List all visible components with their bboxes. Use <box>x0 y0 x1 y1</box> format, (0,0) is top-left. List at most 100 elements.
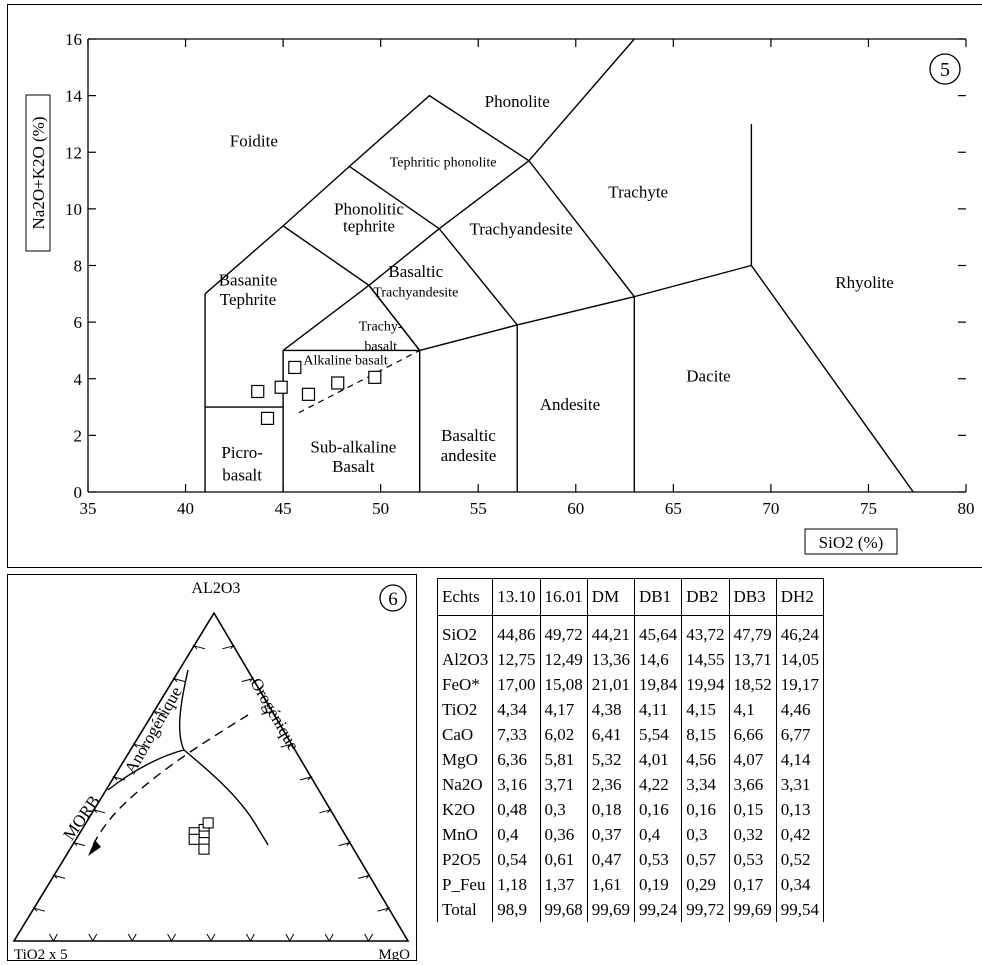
x-tick-label: 80 <box>958 499 975 518</box>
y-tick-label: 16 <box>65 30 82 49</box>
value-cell: 4,56 <box>681 747 730 772</box>
value-cell: 12,49 <box>539 647 588 672</box>
ternary-tick <box>88 933 98 943</box>
value-cell: 99,69 <box>586 897 636 922</box>
column-header: 13.10 <box>492 578 541 616</box>
value-cell: 49,72 <box>539 615 588 647</box>
ternary-tick <box>299 776 313 781</box>
y-tick-label: 2 <box>74 426 83 445</box>
sample-point <box>274 380 288 394</box>
ternary-tick <box>112 776 126 781</box>
oxide-name-cell: P_Feu <box>436 872 494 897</box>
anorogenic-label: Anorogénique <box>121 683 186 777</box>
ternary-diagram: Anorogénique Orogénique MORB AL2O3 TiO2 … <box>12 580 410 963</box>
value-cell: 0,54 <box>492 847 541 872</box>
x-tick-label: 45 <box>275 499 292 518</box>
value-cell: 0,32 <box>728 822 777 847</box>
table-row: Na2O 3,16 3,71 2,36 4,22 3,34 3,66 3,31 <box>436 772 825 797</box>
field-label: basalt <box>364 339 397 354</box>
tas-diagram-panel: 35 40 45 50 55 60 65 70 75 80 0 2 4 6 8 10 12 14 16 Phonol… <box>7 4 982 568</box>
value-cell: 0,48 <box>492 797 541 822</box>
y-axis-label: Na2O+K2O (%) <box>29 117 48 230</box>
field-boundary <box>368 284 421 351</box>
sample-point <box>198 843 210 855</box>
x-tick-label: 75 <box>860 499 877 518</box>
sample-point <box>301 387 316 401</box>
value-cell: 14,55 <box>681 647 730 672</box>
oxide-name-cell: Al2O3 <box>436 647 494 672</box>
ternary-tick <box>48 933 58 943</box>
field-boundary <box>349 165 440 230</box>
x-tick-label: 50 <box>372 499 389 518</box>
value-cell: 4,1 <box>728 697 777 722</box>
value-cell: 0,18 <box>586 797 636 822</box>
y-axis-label-group: Na2O+K2O (%) <box>25 94 51 252</box>
value-cell: 0,37 <box>586 822 636 847</box>
ternary-tick <box>172 677 186 683</box>
mgo-vertex-label: MgO <box>378 947 410 960</box>
orogenic-boundary-line <box>178 669 269 846</box>
y-tick-label: 12 <box>65 143 82 162</box>
table-row: Total 98,9 99,68 99,69 99,24 99,72 99,69 99,54 <box>436 897 825 922</box>
column-header: DH2 <box>775 578 825 616</box>
value-cell: 4,46 <box>775 697 825 722</box>
value-cell: 3,66 <box>728 772 777 797</box>
ternary-tick <box>32 907 46 912</box>
table-row: K2O 0,48 0,3 0,18 0,16 0,16 0,15 0,13 <box>436 797 825 822</box>
ternary-tick <box>127 933 137 943</box>
value-cell: 0,61 <box>539 847 588 872</box>
value-cell: 5,54 <box>634 722 683 747</box>
oxide-name-cell: FeO* <box>436 672 494 697</box>
value-cell: 4,11 <box>634 697 683 722</box>
value-cell: 99,54 <box>775 897 825 922</box>
value-cell: 6,02 <box>539 722 588 747</box>
value-cell: 1,18 <box>492 872 541 897</box>
value-cell: 0,19 <box>634 872 683 897</box>
field-label: Basaltic <box>388 262 443 281</box>
field-label: andesite <box>441 446 497 465</box>
sample-point <box>331 376 345 390</box>
value-cell: 6,77 <box>775 722 825 747</box>
ternary-tick <box>324 933 334 943</box>
trend-arrowhead <box>88 840 101 856</box>
value-cell: 0,52 <box>775 847 825 872</box>
value-cell: 0,3 <box>539 797 588 822</box>
ternary-tick <box>167 933 177 943</box>
x-tick-label: 55 <box>470 499 487 518</box>
y-tick-label: 4 <box>74 370 83 389</box>
tio2-vertex-label: TiO2 x 5 <box>14 947 68 960</box>
field-label: Basanite <box>219 270 278 289</box>
x-axis-label-box <box>804 528 898 555</box>
ternary-tick <box>358 874 371 879</box>
value-cell: 17,00 <box>492 672 541 697</box>
field-label: Basalt <box>332 457 375 476</box>
table-row: P2O5 0,54 0,61 0,47 0,53 0,57 0,53 0,52 <box>436 847 825 872</box>
value-cell: 4,14 <box>775 747 825 772</box>
oxide-name-cell: P2O5 <box>436 847 494 872</box>
value-cell: 0,4 <box>634 822 683 847</box>
value-cell: 4,34 <box>492 697 541 722</box>
value-cell: 3,16 <box>492 772 541 797</box>
value-cell: 99,69 <box>728 897 777 922</box>
panel-number: 5 <box>940 59 950 81</box>
ternary-tick <box>338 841 352 847</box>
x-tick-label: 35 <box>80 499 97 518</box>
value-cell: 6,41 <box>586 722 636 747</box>
value-cell: 98,9 <box>492 897 541 922</box>
alkaline-divider-line <box>298 349 420 414</box>
value-cell: 99,24 <box>634 897 683 922</box>
value-cell: 0,29 <box>681 872 730 897</box>
morb-trend-line <box>91 714 249 848</box>
value-cell: 8,15 <box>681 722 730 747</box>
table-row: SiO2 44,86 49,72 44,21 45,64 43,72 47,79 46,24 <box>436 615 825 647</box>
value-cell: 6,36 <box>492 747 541 772</box>
value-cell: 12,75 <box>492 647 541 672</box>
sample-point <box>288 360 302 375</box>
value-cell: 0,15 <box>728 797 777 822</box>
table-row: MnO 0,4 0,36 0,37 0,4 0,3 0,32 0,42 <box>436 822 825 847</box>
tas-diagram: 35 40 45 50 55 60 65 70 75 80 0 2 4 6 8 10 12 14 16 Phonol… <box>25 30 975 555</box>
field-boundary <box>528 160 636 492</box>
x-axis-label: SiO2 (%) <box>819 533 884 552</box>
table-row: MgO 6,36 5,81 5,32 4,01 4,56 4,07 4,14 <box>436 747 825 772</box>
orogenic-label: Orogénique <box>246 675 303 754</box>
